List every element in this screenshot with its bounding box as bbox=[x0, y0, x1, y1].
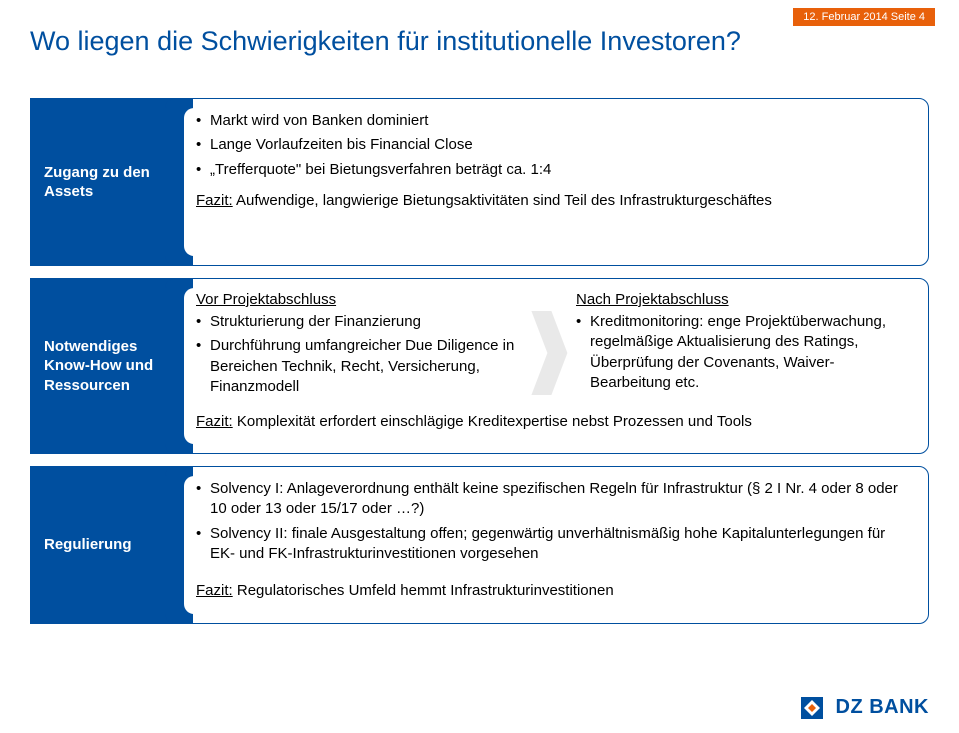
list-item: Durchführung umfangreicher Due Diligence… bbox=[196, 336, 530, 397]
slide-date-badge: 12. Februar 2014 Seite 4 bbox=[793, 8, 935, 26]
list-item: „Trefferquote" bei Bietungsverfahren bet… bbox=[196, 160, 910, 180]
list-item: Solvency I: Anlageverordnung enthält kei… bbox=[196, 479, 910, 520]
col-after-head: Nach Projektabschluss bbox=[576, 291, 910, 308]
block-knowhow: Notwendiges Know-How und Ressourcen Vor … bbox=[30, 278, 929, 454]
block-knowhow-content: Vor Projektabschluss Strukturierung der … bbox=[165, 278, 929, 454]
chevron-right-icon bbox=[531, 311, 567, 395]
col-before: Vor Projektabschluss Strukturierung der … bbox=[196, 291, 530, 401]
block-regulation: Regulierung Solvency I: Anlageverordnung… bbox=[30, 466, 929, 624]
block-regulation-content: Solvency I: Anlageverordnung enthält kei… bbox=[165, 466, 929, 624]
fazit-text: Komplexität erfordert einschlägige Kredi… bbox=[233, 413, 752, 430]
col-after: Nach Projektabschluss Kreditmonitoring: … bbox=[576, 291, 910, 401]
list-item: Markt wird von Banken dominiert bbox=[196, 111, 910, 131]
slide: 12. Februar 2014 Seite 4 Wo liegen die S… bbox=[0, 0, 959, 733]
block-access-list: Markt wird von Banken dominiert Lange Vo… bbox=[196, 111, 910, 180]
block-regulation-fazit: Fazit: Regulatorisches Umfeld hemmt Infr… bbox=[196, 582, 910, 599]
block-knowhow-fazit: Fazit: Komplexität erfordert einschlägig… bbox=[196, 413, 910, 430]
fazit-text: Aufwendige, langwierige Bietungsaktivitä… bbox=[233, 192, 772, 209]
fazit-prefix: Fazit: bbox=[196, 413, 233, 430]
list-item: Solvency II: finale Ausgestaltung offen;… bbox=[196, 524, 910, 565]
block-access-fazit: Fazit: Aufwendige, langwierige Bietungsa… bbox=[196, 192, 910, 209]
list-item: Kreditmonitoring: enge Projektüberwachun… bbox=[576, 312, 910, 393]
logo-icon bbox=[801, 697, 823, 719]
brand-logo: DZ BANK bbox=[801, 696, 929, 719]
fazit-text: Regulatorisches Umfeld hemmt Infrastrukt… bbox=[233, 582, 614, 599]
block-access-content: Markt wird von Banken dominiert Lange Vo… bbox=[165, 98, 929, 266]
list-item: Lange Vorlaufzeiten bis Financial Close bbox=[196, 135, 910, 155]
logo-text: DZ BANK bbox=[836, 696, 930, 719]
list-item: Strukturierung der Finanzierung bbox=[196, 312, 530, 332]
fazit-prefix: Fazit: bbox=[196, 192, 233, 209]
slide-title: Wo liegen die Schwierigkeiten für instit… bbox=[30, 26, 741, 57]
fazit-prefix: Fazit: bbox=[196, 582, 233, 599]
col-before-head: Vor Projektabschluss bbox=[196, 291, 530, 308]
block-access: Zugang zu den Assets Markt wird von Bank… bbox=[30, 98, 929, 266]
